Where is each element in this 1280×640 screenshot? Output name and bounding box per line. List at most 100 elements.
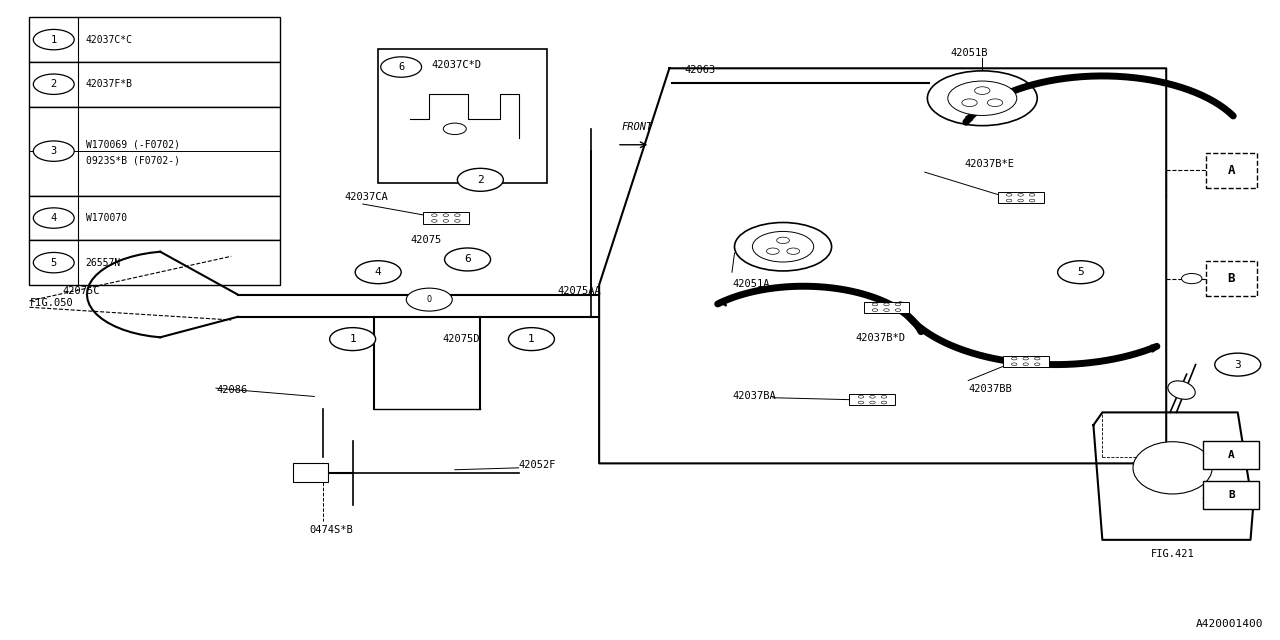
Circle shape [767,248,780,254]
Circle shape [869,396,876,398]
Bar [1203,441,1260,469]
Text: 3: 3 [1234,360,1242,370]
Circle shape [858,396,864,398]
Text: 42037CA: 42037CA [344,192,388,202]
Circle shape [443,220,448,222]
Bar [29,17,280,62]
Circle shape [869,401,876,404]
Text: 6: 6 [398,62,404,72]
Text: O: O [426,295,431,304]
Text: 42037C*D: 42037C*D [431,60,481,70]
Text: FIG.050: FIG.050 [29,298,73,308]
Circle shape [443,214,448,216]
Circle shape [1029,199,1034,202]
Circle shape [928,71,1037,125]
Bar [1206,153,1257,188]
Circle shape [1018,193,1024,196]
Text: FIG.421: FIG.421 [1151,549,1194,559]
Text: 42075: 42075 [410,236,442,245]
Bar [293,463,329,483]
Text: 5: 5 [1078,268,1084,277]
Bar [29,106,280,196]
Bar [1206,261,1257,296]
Text: W170069 (-F0702): W170069 (-F0702) [86,140,179,150]
Text: B: B [1228,272,1235,285]
Circle shape [33,74,74,95]
Circle shape [883,308,890,312]
Text: 42037BB: 42037BB [968,384,1012,394]
Circle shape [457,168,503,191]
Circle shape [33,252,74,273]
Circle shape [895,308,901,312]
Bar [422,212,468,224]
Text: 1: 1 [529,334,535,344]
Circle shape [753,232,814,262]
Text: 42051A: 42051A [732,278,769,289]
Text: 26557N: 26557N [86,258,120,268]
Text: 42051B: 42051B [951,48,988,58]
Circle shape [330,328,375,351]
Circle shape [961,99,977,106]
Text: 42086: 42086 [216,385,247,395]
Circle shape [777,237,790,244]
Bar [29,241,280,285]
Text: 42063: 42063 [685,65,716,75]
Bar [864,301,910,313]
Text: A: A [1228,450,1235,460]
Circle shape [1034,357,1039,360]
Circle shape [1006,193,1012,196]
Circle shape [735,223,832,271]
Text: 1: 1 [51,35,56,45]
Circle shape [406,288,452,311]
Text: B: B [1228,490,1235,500]
Ellipse shape [1133,442,1212,494]
Circle shape [1011,363,1018,365]
Circle shape [974,87,989,95]
Text: A420001400: A420001400 [1196,619,1263,629]
Bar [1002,356,1048,367]
Text: 5: 5 [51,258,56,268]
Circle shape [858,401,864,404]
Text: W170070: W170070 [86,213,127,223]
Text: 1: 1 [349,334,356,344]
Text: 6: 6 [465,255,471,264]
Text: 4: 4 [51,213,56,223]
Circle shape [1006,199,1012,202]
Circle shape [1181,273,1202,284]
Text: 2: 2 [51,79,56,89]
Text: 0923S*B (F0702-): 0923S*B (F0702-) [86,156,179,166]
Circle shape [872,308,878,312]
Circle shape [1057,260,1103,284]
Circle shape [881,396,887,398]
Text: 2: 2 [477,175,484,185]
Text: 42037F*B: 42037F*B [86,79,133,89]
Bar [1203,481,1260,509]
Circle shape [33,208,74,228]
Bar [29,196,280,241]
Circle shape [431,214,438,216]
Circle shape [454,220,460,222]
Text: 42037C*C: 42037C*C [86,35,133,45]
Circle shape [881,401,887,404]
Circle shape [454,214,460,216]
Circle shape [1023,363,1028,365]
Circle shape [1034,363,1039,365]
Bar [29,62,280,106]
Text: FRONT: FRONT [622,122,653,132]
Text: 42075D: 42075D [442,334,480,344]
Circle shape [443,123,466,134]
Circle shape [33,141,74,161]
Circle shape [355,260,401,284]
Circle shape [444,248,490,271]
Circle shape [1018,199,1024,202]
Text: 3: 3 [51,146,56,156]
Circle shape [1029,193,1034,196]
Circle shape [1011,357,1018,360]
Circle shape [380,57,421,77]
Circle shape [883,303,890,306]
Circle shape [33,29,74,50]
Circle shape [895,303,901,306]
Text: 42037B*D: 42037B*D [855,333,905,343]
Circle shape [872,303,878,306]
Circle shape [508,328,554,351]
